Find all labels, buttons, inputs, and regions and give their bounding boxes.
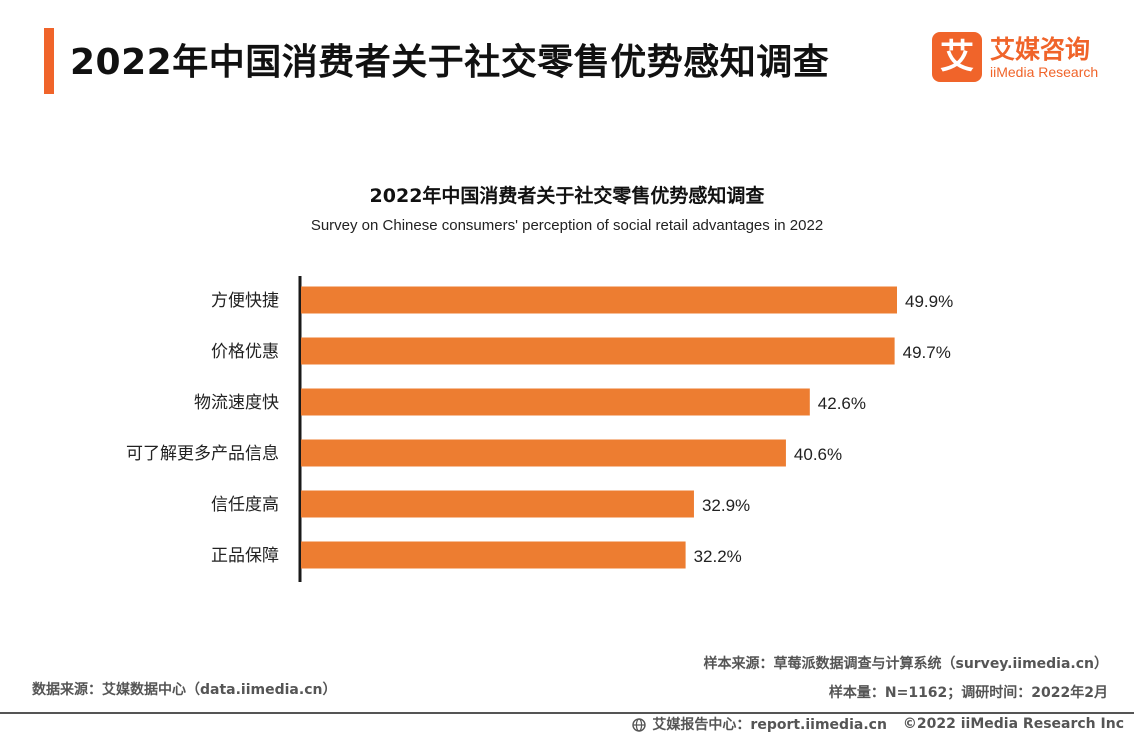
- category-label-0: 方便快捷: [211, 291, 279, 311]
- logo-en-text: iiMedia Research: [990, 64, 1099, 80]
- category-label-2: 物流速度快: [194, 393, 279, 413]
- bar-5: [301, 541, 686, 569]
- category-label-4: 信任度高: [211, 495, 279, 515]
- logo-cn-text: 艾媒咨询: [990, 35, 1091, 64]
- bar-2: [301, 388, 810, 416]
- logo-mark: 艾: [932, 32, 982, 82]
- sample-source-note: 样本来源：草莓派数据调查与计算系统（survey.iimedia.cn）: [703, 656, 1108, 672]
- title-accent-bar: [44, 28, 54, 94]
- globe-icon: [632, 718, 647, 732]
- category-label-1: 价格优惠: [211, 342, 279, 362]
- footer-bar: 艾媒报告中心：report.iimedia.cn ©2022 iiMedia R…: [632, 714, 1124, 734]
- category-label-5: 正品保障: [211, 546, 279, 566]
- value-label-3: 40.6%: [794, 445, 842, 464]
- bar-1: [301, 337, 895, 365]
- value-label-2: 42.6%: [818, 394, 866, 413]
- bar-0: [301, 286, 897, 314]
- footer-divider: [0, 712, 1134, 714]
- bar-4: [301, 490, 694, 518]
- copyright-text: ©2022 iiMedia Research Inc: [902, 716, 1124, 732]
- iimedia-logo: 艾 艾媒咨询 iiMedia Research: [932, 32, 1110, 88]
- bar-3: [301, 439, 786, 467]
- chart-subtitle: Survey on Chinese consumers' perception …: [310, 217, 824, 234]
- value-label-5: 32.2%: [694, 547, 742, 566]
- value-label-0: 49.9%: [905, 292, 953, 311]
- value-label-1: 49.7%: [903, 343, 951, 362]
- chart-title: 2022年中国消费者关于社交零售优势感知调查: [369, 185, 765, 207]
- value-label-4: 32.9%: [702, 496, 750, 515]
- category-label-3: 可了解更多产品信息: [126, 444, 279, 464]
- data-source-note: 数据来源：艾媒数据中心（data.iimedia.cn）: [32, 682, 337, 698]
- report-center-text: 艾媒报告中心：report.iimedia.cn: [652, 717, 887, 733]
- page-title: 2022年中国消费者关于社交零售优势感知调查: [70, 42, 830, 83]
- sample-info-note: 样本量：N=1162；调研时间：2022年2月: [828, 685, 1108, 701]
